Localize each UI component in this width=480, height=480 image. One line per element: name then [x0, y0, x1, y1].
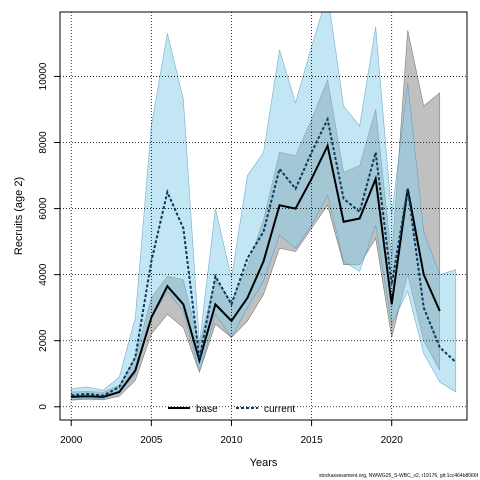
x-tick-label-2020: 2020 — [381, 435, 404, 446]
plot-frame — [59, 11, 468, 421]
line-base — [71, 142, 441, 398]
x-tick-label-2005: 2005 — [140, 435, 163, 446]
y-axis: 0 2000 4000 6000 8000 10000 — [38, 62, 60, 410]
series-lines — [71, 116, 457, 398]
x-axis-title: Years — [250, 457, 278, 469]
grid-lines — [60, 12, 467, 420]
footer-text: stockassessment.org, NWWG25_S-WBC_v2, r1… — [319, 473, 479, 479]
legend-label-base: base — [196, 404, 218, 415]
y-tick-label-0: 0 — [38, 404, 49, 410]
x-tick-label-2015: 2015 — [300, 435, 323, 446]
x-axis: 2000 2005 2010 2015 2020 — [60, 420, 403, 446]
y-axis-title: Recruits (age 2) — [13, 177, 25, 255]
legend: base current — [168, 404, 295, 415]
y-tick-label-2000: 2000 — [38, 329, 49, 352]
y-tick-label-10000: 10000 — [38, 62, 49, 90]
band-current — [70, 12, 457, 400]
confidence-bands — [70, 12, 457, 401]
y-tick-label-4000: 4000 — [38, 263, 49, 286]
legend-label-current: current — [264, 404, 295, 415]
y-tick-label-8000: 8000 — [38, 131, 49, 154]
x-tick-label-2000: 2000 — [60, 435, 83, 446]
x-tick-label-2010: 2010 — [220, 435, 243, 446]
y-tick-label-6000: 6000 — [38, 197, 49, 220]
